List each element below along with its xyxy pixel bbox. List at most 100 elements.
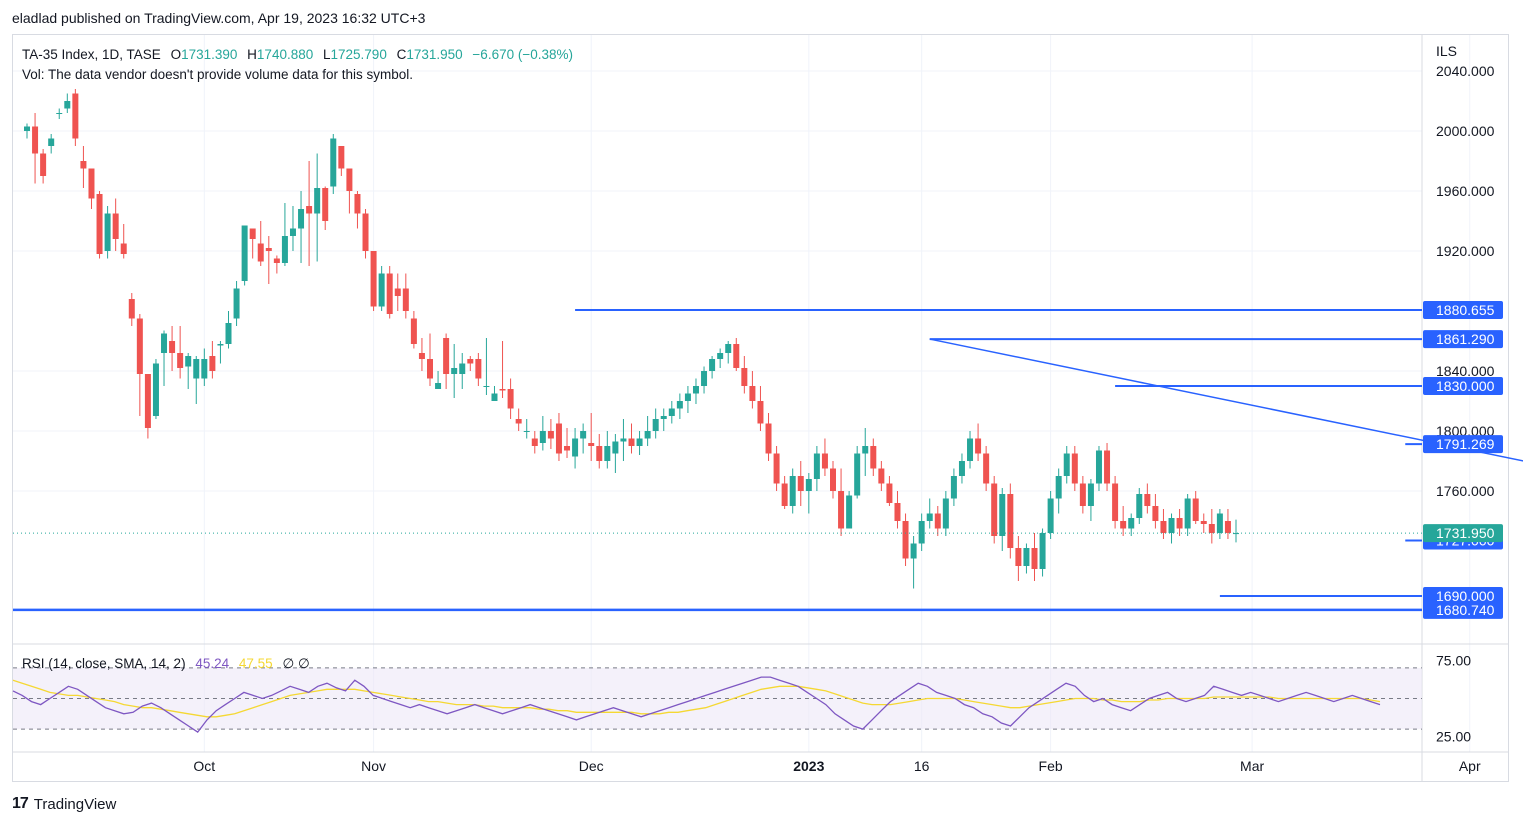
candle-body [217,344,224,346]
candle-body [402,288,409,311]
candle [72,89,79,146]
candle [378,266,385,311]
last-price-label: 1731.950 [1436,525,1495,541]
candle [177,326,184,379]
candle-body [1144,494,1151,506]
candle [225,311,232,349]
candle [451,344,458,398]
candle [24,123,30,139]
candle-body [636,438,643,446]
level-label: 1680.740 [1436,602,1495,618]
candle [1168,513,1175,544]
last-price-label-bg [1423,524,1503,543]
candles [24,89,1239,589]
candle-body [1128,518,1135,529]
candle-body [773,453,780,484]
candle-body [950,476,957,499]
candle [894,491,901,529]
candle-body [725,344,732,353]
candle-body [96,194,103,254]
candle [169,326,176,371]
candle-body [249,228,256,239]
candle-body [161,333,168,353]
rsi-label[interactable]: RSI (14, close, SMA, 14, 2) [22,656,186,671]
symbol-legend: TA-35 Index, 1D, TASE O1731.390 H1740.88… [22,45,573,85]
candle [652,408,659,439]
candle-body [668,408,675,416]
candle [185,353,192,389]
candle [112,198,119,251]
candle-body [1071,453,1078,484]
candle [217,341,224,364]
candle-body [1200,521,1207,524]
time-axis-tick: 2023 [793,758,824,774]
candle [636,431,643,455]
symbol-title[interactable]: TA-35 Index, 1D, TASE [22,47,161,62]
candle-body [709,359,716,371]
candle-body [120,243,127,254]
candle-body [112,213,119,239]
candle-body [354,194,361,214]
candle [572,428,579,469]
candle [273,255,280,274]
candle-body [821,453,828,469]
candle-body [128,299,135,319]
candle [668,401,675,424]
candle [1144,483,1151,514]
candle-body [765,423,772,454]
candle [797,461,804,506]
candle-body [1136,494,1143,518]
candle-body [1055,476,1062,499]
candle [975,423,982,461]
candle [773,446,780,491]
rsi-sma-line [12,679,1381,718]
candle [805,473,812,514]
candle [539,416,546,451]
candle-body [370,251,377,307]
tradingview-brand[interactable]: 17 TradingView [12,795,116,813]
candle-body [958,461,965,476]
level-label-bg [1423,377,1503,395]
candle [1224,509,1231,539]
candle-body [1184,498,1191,529]
candle-body [394,288,401,296]
candle-body [1152,506,1159,521]
candle [1055,468,1062,514]
candle [942,491,949,536]
candle-body [934,513,941,529]
candle-body [983,453,990,484]
open-label: O [170,47,182,62]
candle [209,341,216,379]
candle [362,209,369,259]
candle-body [298,209,305,229]
candle [394,273,401,311]
candle [48,134,55,154]
candle-body [1063,453,1070,476]
candle-body [813,453,820,479]
candle-body [314,188,321,214]
trendline [929,338,1523,462]
candle-body [942,498,949,529]
candle-body [80,161,87,169]
candle-body [733,344,740,368]
candle [161,330,168,386]
candle [781,476,788,509]
candle [886,476,893,506]
candle-body [1176,518,1183,529]
candle-body [1112,483,1119,521]
candle [402,273,409,319]
rsi-axis-tick: 25.00 [1436,729,1471,745]
candle [443,333,450,389]
candle [709,356,716,379]
candle-body [547,431,554,439]
candle-body [1007,494,1014,548]
candle [547,419,554,449]
candle-body [289,228,296,236]
candle-body [185,356,192,367]
candle [427,333,433,386]
candle-body [152,363,159,416]
candle [1208,509,1215,544]
price-axis-tick: 2040.000 [1436,63,1495,79]
candle [193,356,200,404]
